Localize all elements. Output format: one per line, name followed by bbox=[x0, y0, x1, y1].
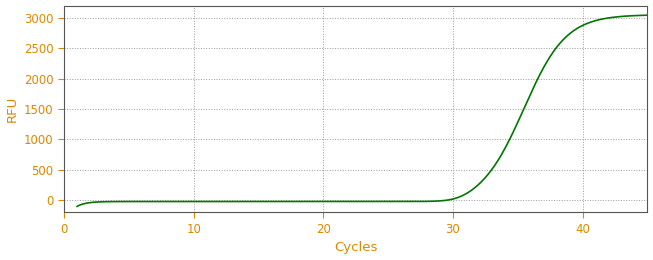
Y-axis label: RFU: RFU bbox=[6, 96, 18, 122]
X-axis label: Cycles: Cycles bbox=[334, 242, 377, 255]
